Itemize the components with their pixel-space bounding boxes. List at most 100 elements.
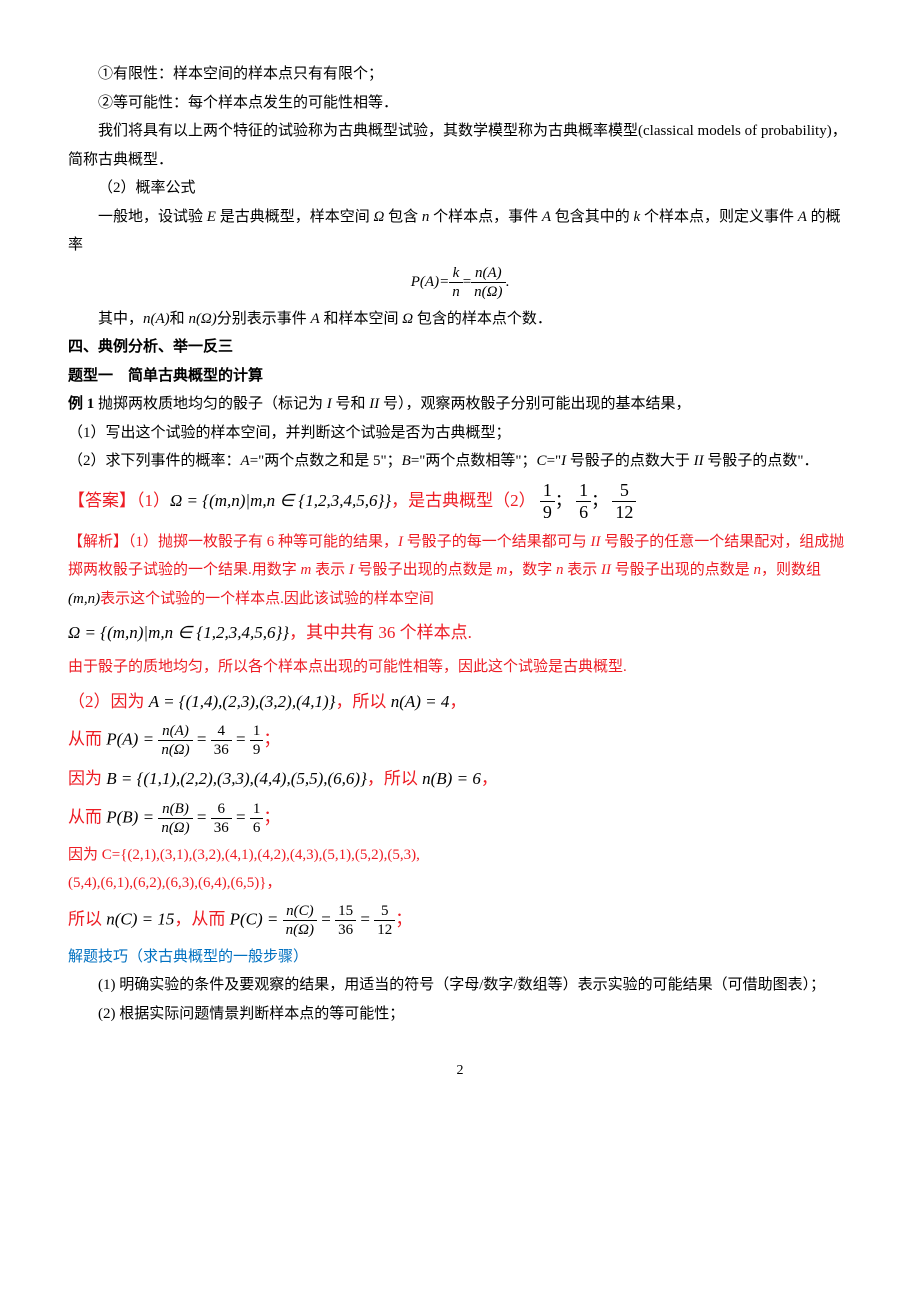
text: 表示这个试验的一个样本点.因此该试验的样本空间 [100,591,434,607]
math: A = {(1,4),(2,3),(3,2),(4,1)} [149,692,336,711]
text: 是古典概型，样本空间 [216,209,374,225]
math-var: II [591,534,601,550]
text: ； [263,730,280,749]
solution-line: 由于骰子的质地均匀，所以各个样本点出现的可能性相等，因此这个试验是古典概型. [68,653,852,682]
numerator: n(A) [158,722,192,741]
math: . [506,273,510,289]
text: 一般地，设试验 [98,209,207,225]
math-var: A [542,209,551,225]
text: 从而 [68,730,106,749]
math-var: B [402,453,411,469]
math-var: A [241,453,250,469]
text: （1）抛掷一枚骰子有 6 种等可能的结果， [128,534,398,550]
math-var: C [537,453,547,469]
solution-line: (5,4),(6,1),(6,2),(6,3),(6,4),(6,5)}， [68,869,852,898]
fraction: 1536 [335,902,356,939]
solution-line: 从而 P(A) = n(A)n(Ω) = 436 = 19； [68,722,852,759]
fraction: 436 [211,722,232,759]
solution-line: 所以 n(C) = 15，从而 P(C) = n(C)n(Ω) = 1536 =… [68,902,852,939]
text: 个样本点，事件 [429,209,542,225]
text: 和样本空间 [320,311,403,327]
section-heading: 四、典例分析、举一反三 [68,333,852,362]
text: ， [481,769,498,788]
fraction: 16 [576,480,591,524]
numerator: 5 [612,480,636,503]
math-var: A [798,209,807,225]
math: = [193,807,211,826]
text: 号骰子出现的点数是 [611,562,754,578]
example-statement: 例 1 抛掷两枚质地均匀的骰子（标记为 I 号和 II 号），观察两枚骰子分别可… [68,390,852,419]
text: 号骰子出现的点数是 [354,562,497,578]
text-paragraph: 一般地，设试验 E 是古典概型，样本空间 Ω 包含 n 个样本点，事件 A 包含… [68,203,852,260]
text: 所以 [68,909,106,928]
numerator: 4 [211,722,232,741]
text: 包含的样本点个数． [413,311,552,327]
solution-line: 因为 C={(2,1),(3,1),(3,2),(4,1),(4,2),(4,3… [68,841,852,870]
text: ，则数组 [761,562,821,578]
separator: ； [591,491,608,510]
solution-line: 从而 P(B) = n(B)n(Ω) = 636 = 16； [68,800,852,837]
denominator: 36 [211,819,232,837]
text: ， [449,692,466,711]
formula-display: P(A)=kn=n(A)n(Ω). [68,264,852,301]
text: ，从而 [174,909,229,928]
math: n(B) = 6 [422,769,481,788]
denominator: 12 [612,502,636,524]
math-var: E [207,209,216,225]
page-number: 2 [68,1058,852,1085]
denominator: 9 [540,502,555,524]
text: ，数字 [507,562,556,578]
text: 表示 [564,562,602,578]
tip-heading: 解题技巧（求古典概型的一般步骤） [68,943,852,972]
denominator: 6 [576,502,591,524]
solution-line: Ω = {(m,n)|m,n ∈ {1,2,3,4,5,6}}，其中共有 36 … [68,617,852,649]
text: ，所以 [335,692,390,711]
math: B = {(1,1),(2,2),(3,3),(4,4),(5,5),(6,6)… [106,769,367,788]
math: P(A) = [106,730,158,749]
math: = [463,273,471,289]
math-var: II [369,396,379,412]
denominator: 36 [335,921,356,939]
question-line: （2）求下列事件的概率：A="两个点数之和是 5"；B="两个点数相等"；C="… [68,447,852,476]
numerator: 1 [250,800,264,819]
fraction: n(B)n(Ω) [158,800,192,837]
numerator: 1 [540,480,555,503]
math-var: A [311,311,320,327]
math: = [356,909,374,928]
math: P(A)= [411,273,449,289]
math: (m,n) [68,591,100,607]
text: 和 [170,311,189,327]
subsection-heading: 题型一 简单古典概型的计算 [68,362,852,391]
math: = [232,730,250,749]
text: ； [395,909,412,928]
text-paragraph: 我们将具有以上两个特征的试验称为古典概型试验，其数学模型称为古典概率模型(cla… [68,117,852,174]
text: （1） [136,491,170,510]
fraction: 512 [612,480,636,524]
text-paragraph: 其中，n(A)和 n(Ω)分别表示事件 A 和样本空间 Ω 包含的样本点个数． [68,305,852,334]
math-var: II [694,453,704,469]
numerator: 1 [576,480,591,503]
text-line: （2）概率公式 [68,174,852,203]
text: ； [263,807,280,826]
fraction: 512 [374,902,395,939]
text: 抛掷两枚质地均匀的骰子（标记为 [94,396,327,412]
text: 包含其中的 [551,209,634,225]
text: 个样本点，则定义事件 [640,209,798,225]
fraction: 19 [540,480,555,524]
math: P(B) = [106,807,158,826]
denominator: n [449,283,463,301]
denominator: 9 [250,741,264,759]
text: 包含 [384,209,422,225]
math: Ω = {(m,n)|m,n ∈ {1,2,3,4,5,6}} [170,491,391,510]
denominator: 6 [250,819,264,837]
fraction: n(A)n(Ω) [471,264,505,301]
text: 号骰子的每一个结果都可与 [403,534,591,550]
math-var: Ω [373,209,384,225]
numerator: n(B) [158,800,192,819]
solution-line: 因为 B = {(1,1),(2,2),(3,3),(4,4),(5,5),(6… [68,763,852,795]
fraction: 19 [250,722,264,759]
math: = [317,909,335,928]
fraction: 16 [250,800,264,837]
text: ，所以 [367,769,422,788]
denominator: 12 [374,921,395,939]
